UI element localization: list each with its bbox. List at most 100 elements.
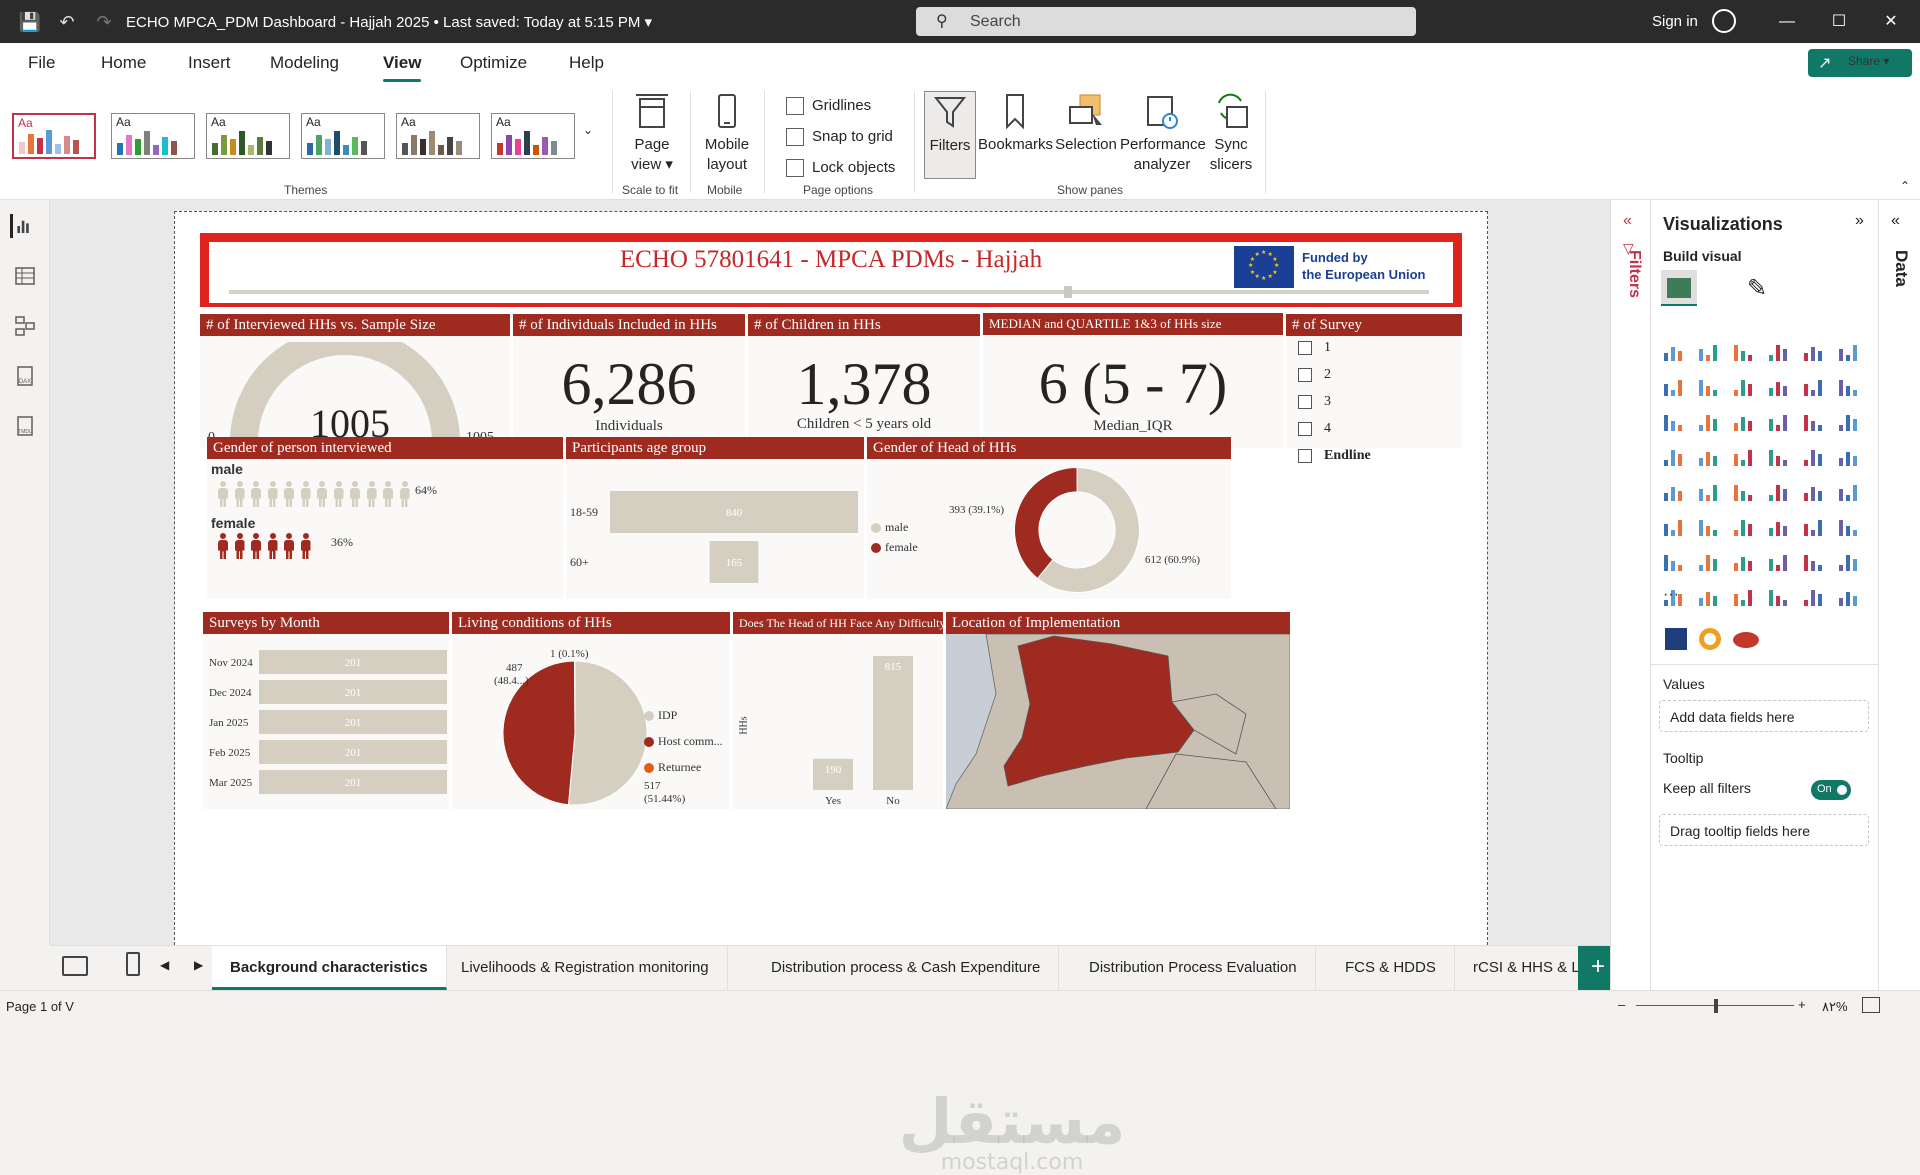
zoom-in-icon[interactable]: + xyxy=(1798,997,1806,1012)
visual-type-icon[interactable] xyxy=(1696,410,1720,434)
tab-home[interactable]: Home xyxy=(101,53,146,73)
visual-type-icon[interactable] xyxy=(1661,515,1685,539)
visual-type-icon[interactable] xyxy=(1801,375,1825,399)
visual-type-icon[interactable] xyxy=(1766,340,1790,364)
report-view-icon[interactable] xyxy=(10,214,34,238)
more-visuals-icon[interactable]: ··· xyxy=(1663,586,1679,604)
slicer-item[interactable]: 4 xyxy=(1298,421,1331,437)
visual-type-icon[interactable] xyxy=(1836,515,1860,539)
slicer-item[interactable]: Endline xyxy=(1298,448,1371,464)
visual-type-icon[interactable] xyxy=(1696,480,1720,504)
themes-more-icon[interactable]: ⌄ xyxy=(583,123,593,137)
gauge-card[interactable]: 1005 0 1005 xyxy=(200,336,510,448)
theme-swatch[interactable]: Aa xyxy=(12,113,96,159)
filters-pane-label[interactable]: Filters xyxy=(1625,250,1643,298)
living-conditions-card[interactable]: 1 (0.1%) 487 (48.4...) 517 (51.44%) IDP … xyxy=(452,634,730,809)
visual-type-icon[interactable] xyxy=(1836,480,1860,504)
zoom-slider-thumb[interactable] xyxy=(1714,999,1718,1013)
build-visual-tab[interactable] xyxy=(1661,270,1697,306)
visual-type-icon[interactable] xyxy=(1836,375,1860,399)
visual-type-icon[interactable] xyxy=(1731,445,1755,469)
selection-button[interactable]: Selection xyxy=(1054,93,1118,155)
slicer-item[interactable]: 3 xyxy=(1298,394,1331,410)
visual-type-icon[interactable] xyxy=(1696,445,1720,469)
page-tab-background-characteristics[interactable]: Background characteristics xyxy=(212,946,447,990)
page-tab-distribution-cash[interactable]: Distribution process & Cash Expenditure xyxy=(753,946,1059,990)
visual-type-icon[interactable] xyxy=(1801,340,1825,364)
visual-type-icon[interactable] xyxy=(1836,445,1860,469)
filters-pane-collapsed[interactable]: « ▽ Filters xyxy=(1610,200,1650,990)
document-title[interactable]: ECHO MPCA_PDM Dashboard - Hajjah 2025 • … xyxy=(126,13,652,31)
visual-type-icon[interactable] xyxy=(1766,445,1790,469)
theme-swatch[interactable]: Aa xyxy=(301,113,385,159)
slicer-item[interactable]: 1 xyxy=(1298,340,1331,356)
visual-type-icon[interactable] xyxy=(1766,585,1790,609)
visual-type-icon[interactable] xyxy=(1661,340,1685,364)
median-card[interactable]: 6 (5 - 7) Median_IQR xyxy=(983,336,1283,448)
visual-type-icon[interactable] xyxy=(1836,585,1860,609)
sync-slicers-button[interactable]: Sync slicers xyxy=(1206,93,1256,175)
slicer-item[interactable]: 2 xyxy=(1298,367,1331,383)
custom-visual-icon-1[interactable] xyxy=(1665,628,1687,650)
location-map[interactable] xyxy=(946,634,1290,809)
theme-swatch[interactable]: Aa xyxy=(396,113,480,159)
visual-type-icon[interactable] xyxy=(1801,515,1825,539)
collapse-ribbon-icon[interactable]: ⌃ xyxy=(1900,179,1910,193)
undo-icon[interactable]: ↶ xyxy=(55,10,79,34)
fit-to-page-icon[interactable] xyxy=(1862,997,1880,1013)
lock-objects-checkbox[interactable]: Lock objects xyxy=(786,159,895,177)
visual-type-icon[interactable] xyxy=(1801,445,1825,469)
individuals-card[interactable]: 6,286 Individuals xyxy=(513,336,745,448)
visual-type-icon[interactable] xyxy=(1731,480,1755,504)
tab-scroll-right-icon[interactable]: ▶ xyxy=(194,958,203,972)
mobile-view-icon[interactable] xyxy=(126,952,140,976)
tooltip-well[interactable]: Drag tooltip fields here xyxy=(1659,814,1869,846)
table-view-icon[interactable] xyxy=(13,264,37,288)
custom-visual-icon-3[interactable] xyxy=(1733,632,1759,648)
tab-insert[interactable]: Insert xyxy=(188,53,231,73)
custom-visual-icon-2[interactable] xyxy=(1699,628,1721,650)
visual-type-icon[interactable] xyxy=(1696,585,1720,609)
tab-file[interactable]: File xyxy=(28,53,55,73)
tab-optimize[interactable]: Optimize xyxy=(460,53,527,73)
tmdl-view-icon[interactable]: TMDL xyxy=(13,414,37,438)
visual-type-icon[interactable] xyxy=(1696,515,1720,539)
page-tab-livelihoods[interactable]: Livelihoods & Registration monitoring xyxy=(443,946,728,990)
visual-type-icon[interactable] xyxy=(1801,550,1825,574)
mobile-layout-button[interactable]: Mobile layout xyxy=(700,93,754,175)
visual-type-icon[interactable] xyxy=(1836,340,1860,364)
page-tab-distribution-evaluation[interactable]: Distribution Process Evaluation xyxy=(1071,946,1316,990)
visual-type-icon[interactable] xyxy=(1731,340,1755,364)
theme-swatch[interactable]: Aa xyxy=(111,113,195,159)
gridlines-checkbox[interactable]: Gridlines xyxy=(786,97,871,115)
visual-type-icon[interactable] xyxy=(1661,410,1685,434)
visual-type-icon[interactable] xyxy=(1801,410,1825,434)
theme-swatch[interactable]: Aa xyxy=(206,113,290,159)
page-view-button[interactable]: Page view ▾ xyxy=(626,93,678,175)
values-well[interactable]: Add data fields here xyxy=(1659,700,1869,732)
visual-type-icon[interactable] xyxy=(1661,375,1685,399)
sign-in-link[interactable]: Sign in xyxy=(1652,13,1698,30)
dax-query-view-icon[interactable]: DAX xyxy=(13,364,37,388)
visual-type-icon[interactable] xyxy=(1766,515,1790,539)
expand-data-icon[interactable]: « xyxy=(1891,212,1900,230)
visual-type-icon[interactable] xyxy=(1696,375,1720,399)
visual-type-icon[interactable] xyxy=(1766,410,1790,434)
close-icon[interactable]: ✕ xyxy=(1876,10,1906,34)
minimize-icon[interactable]: — xyxy=(1772,10,1802,34)
visual-type-icon[interactable] xyxy=(1661,445,1685,469)
data-pane-label[interactable]: Data xyxy=(1891,250,1911,287)
keep-filters-toggle[interactable]: On xyxy=(1811,780,1851,800)
visual-type-icon[interactable] xyxy=(1731,375,1755,399)
visual-type-icon[interactable] xyxy=(1766,550,1790,574)
visual-type-icon[interactable] xyxy=(1801,480,1825,504)
children-card[interactable]: 1,378 Children < 5 years old xyxy=(748,336,980,448)
model-view-icon[interactable] xyxy=(13,314,37,338)
data-pane-collapsed[interactable]: « Data xyxy=(1878,200,1920,990)
share-button[interactable]: ↗ Share ▾ xyxy=(1808,49,1912,77)
zoom-out-icon[interactable]: – xyxy=(1618,997,1625,1012)
snap-to-grid-checkbox[interactable]: Snap to grid xyxy=(786,128,893,146)
redo-icon[interactable]: ↷ xyxy=(92,10,116,34)
